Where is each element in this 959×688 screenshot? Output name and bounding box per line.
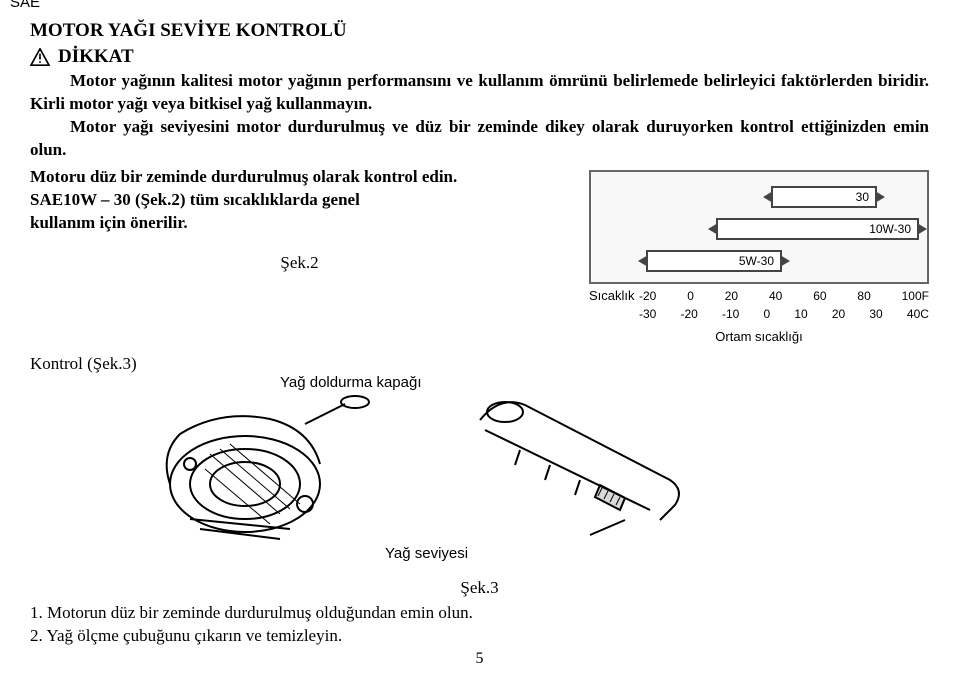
oil-bar-5w30: 5W-30 <box>646 250 782 272</box>
chart-box: 30 10W-30 5W-30 <box>589 170 929 284</box>
paragraph-4b: kullanım için önerilir. <box>30 212 569 235</box>
caption-fill-cap: Yağ doldurma kapağı <box>280 374 421 391</box>
paragraph-2: Motor yağı seviyesini motor durdurulmuş … <box>30 116 929 162</box>
engine-drawing-icon <box>150 394 430 554</box>
paragraph-4a: SAE10W – 30 (Şek.2) tüm sıcaklıklarda ge… <box>30 189 569 212</box>
tick: 100F <box>902 289 929 303</box>
caption-oil-level: Yağ seviyesi <box>385 545 468 562</box>
arrow-right-icon <box>875 191 885 203</box>
figure-3-label: Şek.3 <box>30 578 929 598</box>
arrow-left-icon <box>638 255 648 267</box>
arrow-right-icon <box>780 255 790 267</box>
oil-bar-label: 5W-30 <box>739 254 774 268</box>
tick: 40 <box>769 289 782 303</box>
tick: 60 <box>813 289 826 303</box>
tick: 20 <box>725 289 738 303</box>
oil-bar-label: 30 <box>856 190 869 204</box>
warning-triangle-icon <box>30 48 50 66</box>
sae-axis-label: SAE <box>8 0 42 11</box>
step-1: 1. Motorun düz bir zeminde durdurulmuş o… <box>30 602 929 625</box>
dipstick-drawing-icon <box>470 390 690 540</box>
page-number: 5 <box>30 650 929 668</box>
engine-figure: Yağ doldurma kapağı <box>150 380 710 570</box>
step-2: 2. Yağ ölçme çubuğunu çıkarın ve temizle… <box>30 625 929 648</box>
oil-bar-label: 10W-30 <box>869 222 911 236</box>
tick: -20 <box>681 307 698 321</box>
tick: 10 <box>794 307 807 321</box>
tick: 0 <box>687 289 694 303</box>
tick: 80 <box>857 289 870 303</box>
tick: 0 <box>764 307 771 321</box>
arrow-left-icon <box>708 223 718 235</box>
scale-label-f: Sıcaklık <box>589 288 639 303</box>
oil-bar-30: 30 <box>771 186 877 208</box>
tick: 40C <box>907 307 929 321</box>
warning-label: DİKKAT <box>58 46 134 68</box>
arrow-right-icon <box>917 223 927 235</box>
paragraph-3: Motoru düz bir zeminde durdurulmuş olara… <box>30 166 569 189</box>
warning-row: DİKKAT <box>30 46 929 68</box>
section-title: MOTOR YAĞI SEVİYE KONTROLÜ <box>30 20 929 42</box>
tick: 20 <box>832 307 845 321</box>
kontrol-label: Kontrol (Şek.3) <box>30 354 929 374</box>
tick: -10 <box>722 307 739 321</box>
figure-2-label: Şek.2 <box>30 253 569 273</box>
arrow-left-icon <box>763 191 773 203</box>
sae-chart: SAE 30 10W-30 5W-30 Sıcaklık -20 0 <box>589 166 929 344</box>
axis-caption: Ortam sıcaklığı <box>589 329 929 344</box>
tick: -30 <box>639 307 656 321</box>
tick: 30 <box>869 307 882 321</box>
tick: -20 <box>639 289 656 303</box>
oil-bar-10w30: 10W-30 <box>716 218 919 240</box>
scale-celsius: -30 -20 -10 0 10 20 30 40C <box>589 307 929 321</box>
paragraph-1: Motor yağının kalitesi motor yağının per… <box>30 70 929 116</box>
scale-fahrenheit: Sıcaklık -20 0 20 40 60 80 100F <box>589 288 929 303</box>
